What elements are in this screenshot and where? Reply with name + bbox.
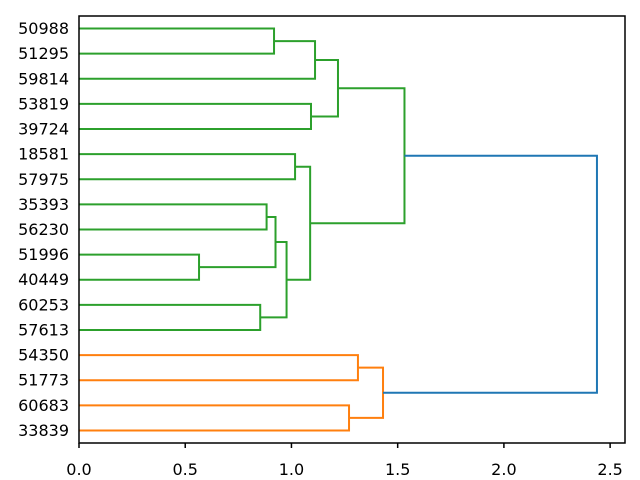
leaf-label-60253: 60253 (18, 295, 69, 314)
dendrogram-link-m9 (260, 241, 288, 319)
dendrogram-link-m13 (79, 404, 351, 432)
leaf-label-57613: 57613 (18, 320, 69, 339)
leaf-label-40449: 40449 (18, 270, 69, 289)
leaf-label-35393: 35393 (18, 195, 69, 214)
dendrogram-link-m8 (79, 303, 262, 331)
dendrogram-link-m11 (310, 87, 406, 225)
dendrogram-link-m12 (79, 354, 359, 382)
leaf-label-56230: 56230 (18, 220, 69, 239)
leaf-label-51295: 51295 (18, 44, 69, 63)
dendrogram-link-m3 (310, 58, 339, 118)
dendrogram-link-m7 (199, 215, 277, 269)
leaf-label-33839: 33839 (18, 421, 69, 440)
leaf-label-57975: 57975 (18, 170, 69, 189)
x-tick-label-4: 2.0 (491, 460, 516, 479)
x-tick-label-3: 1.5 (385, 460, 410, 479)
dendrogram-link-m1 (79, 40, 317, 80)
leaf-label-51773: 51773 (18, 371, 69, 390)
plot-border (78, 15, 626, 444)
dendrogram-link-m2 (79, 102, 312, 131)
leaf-label-53819: 53819 (18, 94, 69, 113)
leaf-label-50988: 50988 (18, 19, 69, 38)
x-tick-label-1: 0.5 (172, 460, 197, 479)
leaf-label-59814: 59814 (18, 69, 69, 88)
dendrogram-link-m15 (383, 154, 598, 394)
x-tick-label-2: 1.0 (279, 460, 304, 479)
leaf-label-54350: 54350 (18, 346, 69, 365)
dendrogram-link-m0 (79, 27, 276, 55)
dendrogram-link-m14 (349, 366, 385, 419)
leaf-label-51996: 51996 (18, 245, 69, 264)
dendrogram-link-m5 (79, 203, 268, 231)
leaf-label-39724: 39724 (18, 120, 69, 139)
leaf-label-18581: 18581 (18, 145, 69, 164)
x-tick-label-0: 0.0 (66, 460, 91, 479)
leaf-label-60683: 60683 (18, 396, 69, 415)
dendrogram-link-m6 (79, 253, 201, 281)
dendrogram-link-m4 (79, 153, 297, 181)
x-tick-label-5: 2.5 (597, 460, 622, 479)
dendrogram-link-m10 (286, 165, 312, 281)
